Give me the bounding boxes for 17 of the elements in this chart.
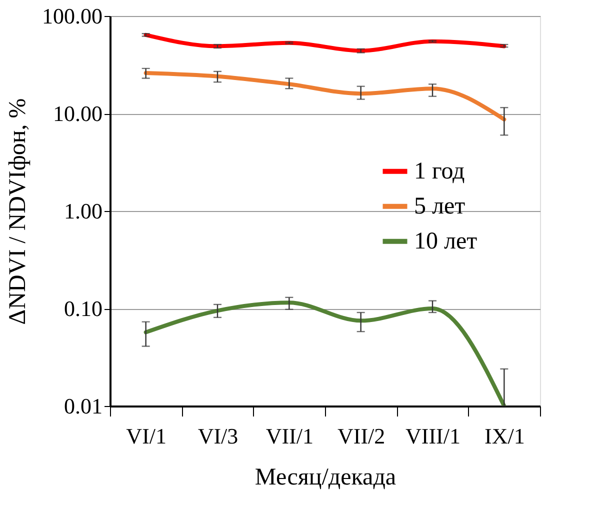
legend-label: 10 лет — [414, 228, 478, 254]
x-tick-label: VII/2 — [338, 424, 386, 448]
legend-label: 5 лет — [414, 193, 466, 220]
x-tick-label: IX/1 — [484, 424, 525, 448]
y-axis-title: ΔNDVI / NDVIфон, % — [5, 98, 31, 325]
y-tick-label: 0.10 — [64, 296, 102, 321]
x-tick-label: VII/1 — [266, 424, 314, 448]
y-tick-label: 10.00 — [53, 101, 102, 126]
line-series — [144, 71, 506, 122]
legend-label: 1 год — [414, 158, 465, 184]
y-tick-label: 0.01 — [64, 394, 102, 418]
x-tick-label: VIII/1 — [406, 424, 460, 448]
y-tick-label: 1.00 — [64, 198, 102, 224]
y-tick-label: 100.00 — [42, 4, 102, 28]
x-tick-label: VI/1 — [126, 424, 166, 448]
x-tick-label: VI/3 — [198, 424, 238, 448]
x-axis-title: Месяц/декада — [254, 464, 396, 490]
